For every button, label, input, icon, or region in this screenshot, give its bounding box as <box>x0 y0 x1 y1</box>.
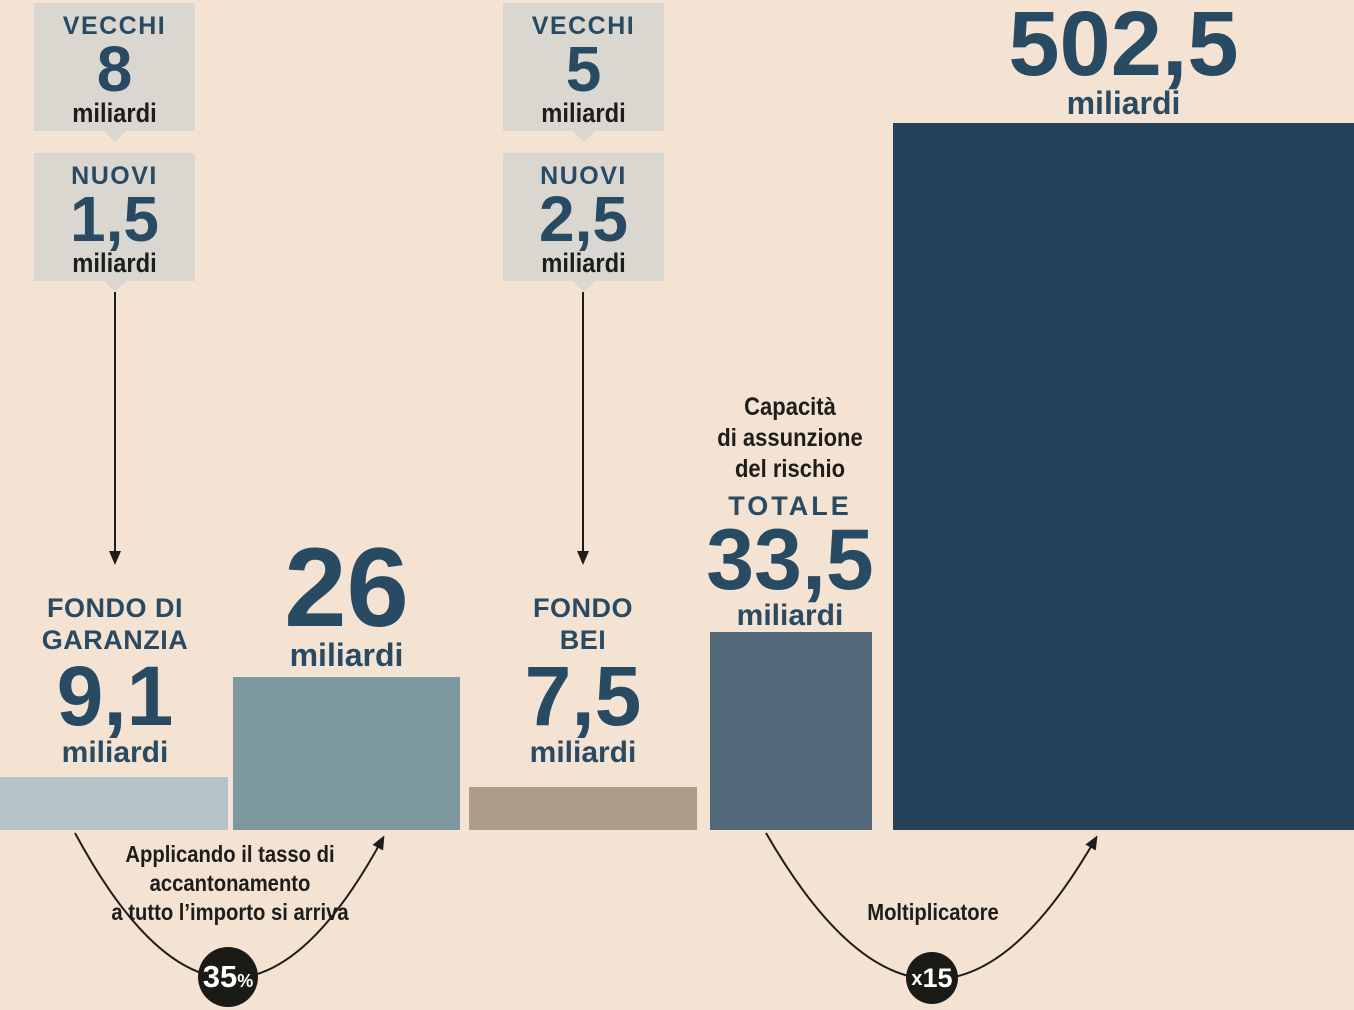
callout-tag: VECCHI <box>62 12 167 40</box>
label-importo-garantito: 26 miliardi <box>233 525 460 673</box>
label-fondo-di-garanzia: FONDO DI GARANZIA 9,1 miliardi <box>5 592 225 770</box>
bar-totale <box>710 632 872 830</box>
callout-tag: VECCHI <box>531 12 636 40</box>
bar-title: FONDO BEI <box>533 593 633 655</box>
bar-unit: miliardi <box>736 599 844 632</box>
multiplier-badge: x 15 <box>906 952 958 1004</box>
callout-nuovi-bei: NUOVI 2,5 miliardi <box>503 153 664 281</box>
callout-value: 8 <box>96 33 133 105</box>
bar-title: FONDO DI GARANZIA <box>41 593 189 655</box>
provision-badge: 35% <box>198 947 258 1007</box>
bar-value: 7,5 <box>524 649 642 743</box>
callout-vecchi-garanzia: VECCHI 8 miliardi <box>34 3 195 131</box>
callout-value: 2,5 <box>539 183 628 255</box>
bar-unit: miliardi <box>61 736 169 769</box>
callout-unit: miliardi <box>72 98 157 128</box>
label-fondo-bei: FONDO BEI 7,5 miliardi <box>469 592 697 770</box>
bar-capacita-moltiplicata <box>893 123 1354 830</box>
provision-note: Applicando il tasso di accantonamento a … <box>111 841 349 925</box>
bar-value: 33,5 <box>706 512 874 608</box>
bar-unit: miliardi <box>1066 85 1181 121</box>
bar-title: TOTALE <box>728 491 852 521</box>
multiplier-note: Moltiplicatore <box>867 899 999 925</box>
callout-tag: NUOVI <box>540 162 627 190</box>
callout-value: 5 <box>565 33 602 105</box>
label-capacita-moltiplicata: 502,5 miliardi <box>893 0 1354 121</box>
bar-value: 9,1 <box>56 649 174 743</box>
bar-value: 26 <box>284 525 409 650</box>
callout-unit: miliardi <box>541 98 626 128</box>
callout-unit: miliardi <box>541 248 626 278</box>
bar-fondo-bei <box>469 787 697 830</box>
bar-unit: miliardi <box>289 637 404 673</box>
bar-unit: miliardi <box>529 736 637 769</box>
bar-fondo-di-garanzia <box>0 777 228 830</box>
risk-caption: Capacità di assunzione del rischio <box>717 393 863 483</box>
callout-vecchi-bei: VECCHI 5 miliardi <box>503 3 664 131</box>
callout-unit: miliardi <box>72 248 157 278</box>
bar-value: 502,5 <box>1008 0 1239 95</box>
callout-nuovi-garanzia: NUOVI 1,5 miliardi <box>34 153 195 281</box>
callout-value: 1,5 <box>70 183 159 255</box>
label-totale: Capacità di assunzione del rischio TOTAL… <box>680 392 900 633</box>
bar-importo-garantito <box>233 677 460 830</box>
callout-tag: NUOVI <box>71 162 158 190</box>
